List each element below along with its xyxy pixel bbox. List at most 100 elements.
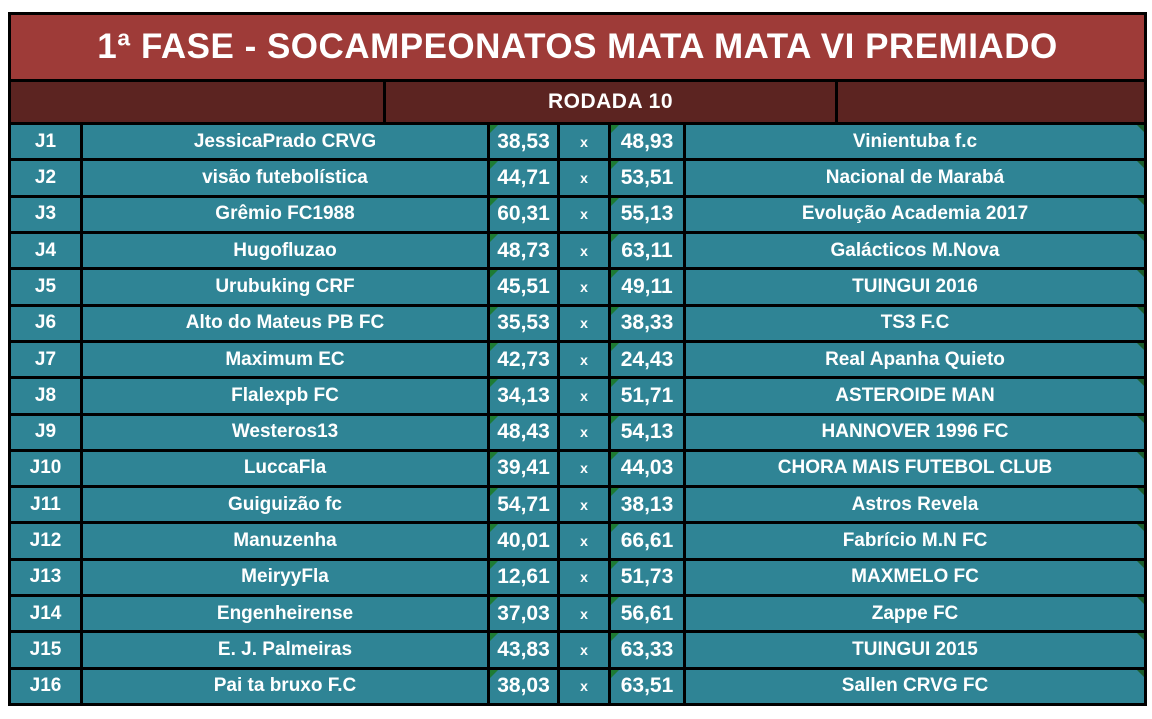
- home-score-cell[interactable]: 60,31: [490, 197, 557, 231]
- away-score-cell[interactable]: 51,71: [611, 379, 683, 413]
- home-team-cell[interactable]: Manuzenha: [83, 524, 487, 558]
- versus-cell[interactable]: x: [560, 233, 608, 268]
- away-score-cell[interactable]: 44,03: [611, 451, 683, 486]
- versus-cell[interactable]: x: [560, 125, 608, 159]
- match-id-cell[interactable]: J5: [11, 270, 80, 304]
- versus-cell[interactable]: x: [560, 306, 608, 340]
- away-team-cell[interactable]: Evolução Academia 2017: [686, 197, 1144, 231]
- home-team-cell[interactable]: Hugofluzao: [83, 233, 487, 268]
- versus-cell[interactable]: x: [560, 270, 608, 304]
- home-score-cell[interactable]: 38,03: [490, 669, 557, 703]
- home-score-cell[interactable]: 34,13: [490, 379, 557, 413]
- match-id-cell[interactable]: J8: [11, 379, 80, 413]
- home-team-cell[interactable]: MeiryyFla: [83, 560, 487, 595]
- home-score-cell[interactable]: 40,01: [490, 524, 557, 558]
- away-score-cell[interactable]: 24,43: [611, 342, 683, 377]
- home-score-cell[interactable]: 38,53: [490, 125, 557, 159]
- home-score-cell[interactable]: 44,71: [490, 161, 557, 195]
- versus-cell[interactable]: x: [560, 633, 608, 667]
- away-score-cell[interactable]: 63,11: [611, 233, 683, 268]
- home-score-cell[interactable]: 48,43: [490, 415, 557, 449]
- match-id-cell[interactable]: J6: [11, 306, 80, 340]
- round-band-left-cell[interactable]: [11, 82, 383, 122]
- match-id-cell[interactable]: J2: [11, 161, 80, 195]
- match-id-cell[interactable]: J3: [11, 197, 80, 231]
- home-score-cell[interactable]: 43,83: [490, 633, 557, 667]
- match-id-cell[interactable]: J4: [11, 233, 80, 268]
- away-score-cell[interactable]: 56,61: [611, 597, 683, 631]
- versus-cell[interactable]: x: [560, 451, 608, 486]
- versus-cell[interactable]: x: [560, 524, 608, 558]
- away-team-cell[interactable]: TUINGUI 2015: [686, 633, 1144, 667]
- home-team-cell[interactable]: Grêmio FC1988: [83, 197, 487, 231]
- away-score-cell[interactable]: 53,51: [611, 161, 683, 195]
- home-team-cell[interactable]: Maximum EC: [83, 342, 487, 377]
- home-score-cell[interactable]: 35,53: [490, 306, 557, 340]
- versus-cell[interactable]: x: [560, 560, 608, 595]
- away-team-cell[interactable]: Zappe FC: [686, 597, 1144, 631]
- match-id-cell[interactable]: J7: [11, 342, 80, 377]
- home-score-cell[interactable]: 45,51: [490, 270, 557, 304]
- home-team-cell[interactable]: Engenheirense: [83, 597, 487, 631]
- home-team-cell[interactable]: Guiguizão fc: [83, 488, 487, 522]
- home-team-cell[interactable]: visão futebolística: [83, 161, 487, 195]
- away-score-cell[interactable]: 49,11: [611, 270, 683, 304]
- away-score-cell[interactable]: 63,51: [611, 669, 683, 703]
- home-team-cell[interactable]: Flalexpb FC: [83, 379, 487, 413]
- away-team-cell[interactable]: Real Apanha Quieto: [686, 342, 1144, 377]
- home-score-cell[interactable]: 37,03: [490, 597, 557, 631]
- away-team-cell[interactable]: HANNOVER 1996 FC: [686, 415, 1144, 449]
- versus-cell[interactable]: x: [560, 342, 608, 377]
- round-header-cell[interactable]: RODADA 10: [386, 82, 835, 122]
- match-id-cell[interactable]: J10: [11, 451, 80, 486]
- match-id-cell[interactable]: J16: [11, 669, 80, 703]
- away-score-cell[interactable]: 54,13: [611, 415, 683, 449]
- match-id-cell[interactable]: J14: [11, 597, 80, 631]
- home-score-cell[interactable]: 54,71: [490, 488, 557, 522]
- away-score-cell[interactable]: 63,33: [611, 633, 683, 667]
- away-team-cell[interactable]: CHORA MAIS FUTEBOL CLUB: [686, 451, 1144, 486]
- match-id-cell[interactable]: J11: [11, 488, 80, 522]
- away-team-cell[interactable]: Vinientuba f.c: [686, 125, 1144, 159]
- match-id-cell[interactable]: J9: [11, 415, 80, 449]
- match-id-cell[interactable]: J13: [11, 560, 80, 595]
- away-team-cell[interactable]: Astros Revela: [686, 488, 1144, 522]
- versus-cell[interactable]: x: [560, 197, 608, 231]
- home-team-cell[interactable]: Urubuking CRF: [83, 270, 487, 304]
- away-score-cell[interactable]: 48,93: [611, 125, 683, 159]
- away-team-cell[interactable]: MAXMELO FC: [686, 560, 1144, 595]
- match-id-cell[interactable]: J1: [11, 125, 80, 159]
- away-team-cell[interactable]: Sallen CRVG FC: [686, 669, 1144, 703]
- home-score-cell[interactable]: 12,61: [490, 560, 557, 595]
- versus-cell[interactable]: x: [560, 161, 608, 195]
- away-team-cell[interactable]: ASTEROIDE MAN: [686, 379, 1144, 413]
- versus-cell[interactable]: x: [560, 597, 608, 631]
- versus-cell[interactable]: x: [560, 669, 608, 703]
- round-band-right-cell[interactable]: [838, 82, 1144, 122]
- home-team-cell[interactable]: E. J. Palmeiras: [83, 633, 487, 667]
- match-id-cell[interactable]: J12: [11, 524, 80, 558]
- away-team-cell[interactable]: Nacional de Marabá: [686, 161, 1144, 195]
- versus-cell[interactable]: x: [560, 488, 608, 522]
- away-team-cell[interactable]: Fabrício M.N FC: [686, 524, 1144, 558]
- away-score-cell[interactable]: 51,73: [611, 560, 683, 595]
- away-team-cell[interactable]: TS3 F.C: [686, 306, 1144, 340]
- match-id-cell[interactable]: J15: [11, 633, 80, 667]
- home-team-cell[interactable]: LuccaFla: [83, 451, 487, 486]
- away-score-cell[interactable]: 55,13: [611, 197, 683, 231]
- tournament-title-cell[interactable]: 1ª FASE - SOCAMPEONATOS MATA MATA VI PRE…: [11, 15, 1144, 79]
- away-team-cell[interactable]: Galácticos M.Nova: [686, 233, 1144, 268]
- away-score-cell[interactable]: 38,33: [611, 306, 683, 340]
- home-team-cell[interactable]: Pai ta bruxo F.C: [83, 669, 487, 703]
- home-score-cell[interactable]: 48,73: [490, 233, 557, 268]
- away-team-cell[interactable]: TUINGUI 2016: [686, 270, 1144, 304]
- home-team-cell[interactable]: Westeros13: [83, 415, 487, 449]
- versus-cell[interactable]: x: [560, 415, 608, 449]
- home-team-cell[interactable]: Alto do Mateus PB FC: [83, 306, 487, 340]
- home-team-cell[interactable]: JessicaPrado CRVG: [83, 125, 487, 159]
- away-score-cell[interactable]: 38,13: [611, 488, 683, 522]
- home-score-cell[interactable]: 39,41: [490, 451, 557, 486]
- versus-cell[interactable]: x: [560, 379, 608, 413]
- away-score-cell[interactable]: 66,61: [611, 524, 683, 558]
- home-score-cell[interactable]: 42,73: [490, 342, 557, 377]
